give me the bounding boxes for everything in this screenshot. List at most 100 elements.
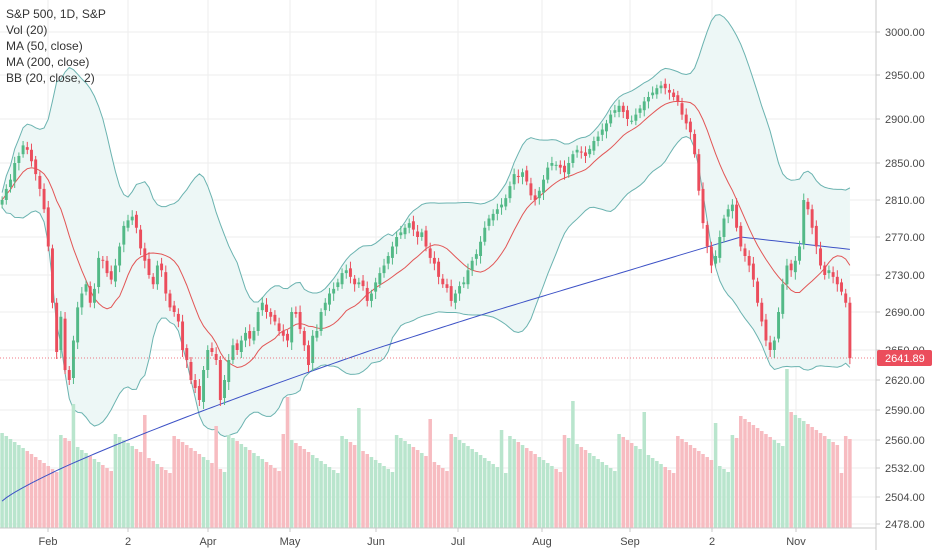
volume-bar	[705, 457, 709, 528]
volume-bar	[587, 453, 592, 528]
candle-body	[819, 248, 822, 266]
x-tick-label: 2	[125, 536, 131, 548]
volume-bar	[126, 443, 130, 528]
candle-body	[143, 248, 147, 261]
candle-body	[613, 110, 617, 113]
volume-bar	[470, 449, 474, 528]
volume-bar	[680, 439, 684, 528]
volume-bar	[747, 422, 751, 528]
volume-bar	[839, 473, 844, 528]
candle-body	[223, 380, 227, 398]
volume-bar	[617, 434, 621, 528]
candle-body	[206, 350, 210, 370]
candle-body	[290, 312, 294, 343]
volume-bar	[247, 450, 252, 528]
candle-body	[25, 147, 29, 150]
candle-body	[521, 172, 525, 177]
candle-body	[491, 213, 495, 221]
volume-bar	[428, 419, 432, 528]
x-tick-label: Jun	[367, 536, 385, 548]
volume-bar	[369, 457, 374, 528]
volume-bar	[361, 451, 365, 528]
volume-bar	[541, 460, 546, 528]
candle-body	[483, 227, 487, 242]
volume-bar	[776, 443, 781, 528]
volume-bar	[193, 451, 197, 528]
volume-bar	[764, 434, 768, 528]
candle-body	[214, 354, 218, 360]
candle-body	[147, 258, 151, 275]
volume-bar	[407, 444, 411, 528]
volume-bar	[176, 439, 181, 528]
candle-body	[621, 105, 625, 112]
volume-bar	[344, 439, 349, 528]
candle-body	[789, 263, 793, 271]
volume-bar	[814, 430, 819, 528]
volume-bar	[730, 435, 735, 528]
candle-body	[323, 302, 327, 311]
volume-bar	[436, 465, 441, 528]
candle-body	[340, 273, 344, 285]
volume-bar	[394, 435, 399, 528]
candle-body	[231, 345, 235, 360]
volume-bar	[403, 441, 407, 528]
volume-bar	[277, 471, 281, 528]
candle-body	[63, 318, 67, 370]
candle-body	[814, 225, 818, 247]
volume-bar	[185, 445, 189, 528]
candle-body	[4, 188, 8, 200]
volume-bar	[772, 440, 777, 528]
volume-bar	[340, 436, 344, 528]
candle-body	[701, 188, 705, 224]
candle-body	[684, 114, 688, 124]
x-tick-label: 2	[709, 536, 715, 548]
candle-body	[487, 218, 491, 226]
volume-bar	[109, 471, 113, 528]
candle-body	[260, 302, 264, 311]
volume-bar	[348, 442, 353, 528]
candle-body	[315, 331, 319, 338]
volume-bar	[499, 430, 504, 528]
volume-bar	[122, 440, 126, 528]
candle-body	[495, 209, 499, 214]
candle-body	[705, 224, 709, 247]
candle-body	[244, 332, 247, 341]
candle-body	[508, 186, 512, 199]
price-axis[interactable]: 3000.00 2950.00 2900.00 2850.00 2810.00 2770.…	[876, 27, 925, 531]
candle-body	[357, 282, 361, 285]
volume-bar	[38, 460, 42, 528]
candle-body	[768, 342, 772, 350]
volume-bar	[445, 471, 449, 528]
volume-bar	[797, 418, 802, 528]
candle-body	[592, 141, 596, 151]
candle-body	[176, 313, 180, 322]
candle-body	[361, 280, 365, 287]
candle-body	[286, 333, 289, 341]
legend-ma200: MA (200, close)	[6, 55, 90, 69]
candles	[0, 78, 852, 409]
candle-body	[307, 345, 310, 365]
volume-bar	[92, 459, 97, 528]
candle-body	[777, 312, 781, 339]
candle-body	[550, 163, 554, 166]
volume-bar	[306, 452, 311, 528]
y-tick-label: 2532.00	[885, 463, 925, 475]
volume-bar	[243, 447, 248, 528]
volume-bar	[25, 451, 30, 528]
ma200-line	[1, 236, 850, 502]
time-axis[interactable]: Feb 2 Apr May Jun Jul Aug Sep 2 Nov	[39, 528, 807, 548]
candle-body	[390, 246, 394, 258]
candle-body	[554, 164, 558, 166]
volume-bar	[17, 445, 21, 528]
y-tick-label: 2690.00	[885, 307, 925, 319]
volume-bar	[210, 463, 214, 528]
candle-body	[730, 204, 734, 212]
volume-bar	[659, 464, 663, 528]
x-tick-label: Jul	[451, 536, 465, 548]
volume-bar	[550, 466, 554, 528]
volume-bar	[697, 451, 701, 528]
candle-body	[432, 257, 436, 264]
volume-bar	[214, 426, 218, 528]
volume-bar	[155, 464, 160, 528]
